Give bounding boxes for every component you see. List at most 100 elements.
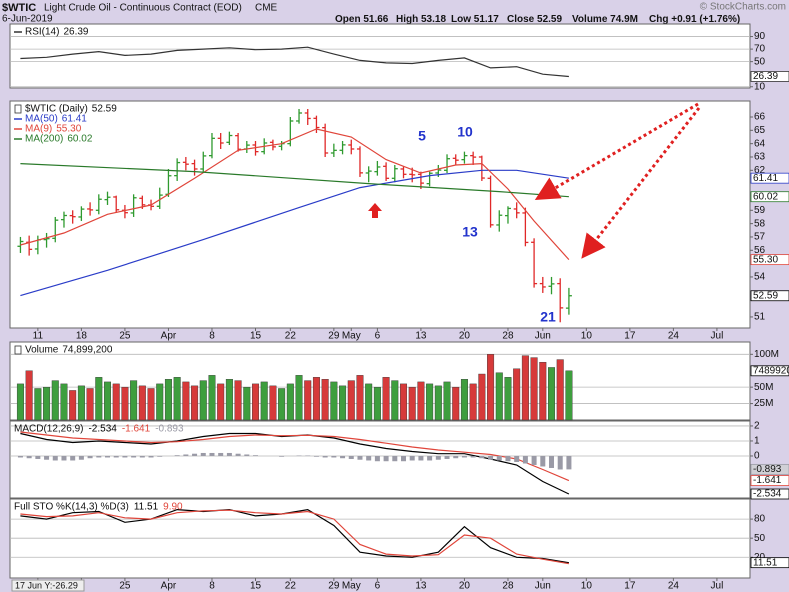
volume-bar bbox=[434, 385, 442, 421]
volume-bar bbox=[443, 381, 451, 421]
volume-bar bbox=[347, 380, 355, 421]
price-bar bbox=[226, 131, 233, 145]
y-tick-label: 64 bbox=[754, 138, 766, 149]
y-tick-label: 54 bbox=[754, 272, 766, 283]
volume-bar bbox=[556, 359, 564, 421]
annotation: 10 bbox=[457, 124, 473, 140]
price-bar bbox=[156, 187, 163, 209]
y-tick-label: 56 bbox=[754, 245, 766, 256]
legend-label: Full STO %K(14,3) %D(3) bbox=[14, 502, 129, 513]
price-bar bbox=[539, 276, 546, 293]
price-bar bbox=[522, 207, 529, 247]
legend-value: -2.534 bbox=[88, 424, 117, 435]
price-bar bbox=[504, 206, 511, 224]
x-tick-label: 28 bbox=[502, 581, 514, 592]
volume-bar bbox=[521, 355, 529, 421]
volume-bar bbox=[417, 381, 425, 421]
volume-bar bbox=[478, 373, 486, 421]
x-tick-label: 8 bbox=[209, 581, 215, 592]
series-line bbox=[20, 163, 569, 198]
volume-bar bbox=[43, 386, 51, 421]
histogram-bar bbox=[35, 455, 41, 459]
x-tick-label: 22 bbox=[285, 581, 297, 592]
legend-value: 55.30 bbox=[56, 124, 81, 135]
annotation: 13 bbox=[462, 224, 478, 240]
histogram-bar bbox=[549, 455, 555, 468]
legend-name: MA(50) bbox=[25, 114, 58, 125]
x-tick-label: Jun bbox=[535, 331, 551, 342]
legend-value: 74,899,200 bbox=[62, 345, 112, 356]
price-bar bbox=[174, 158, 181, 181]
volume-bar bbox=[460, 379, 468, 421]
y-tick-label: 2 bbox=[754, 421, 760, 432]
price-bar bbox=[130, 194, 137, 217]
histogram-bar bbox=[174, 455, 180, 456]
legend-value: 26.39 bbox=[63, 27, 88, 38]
quote-item: Low 51.17 bbox=[451, 14, 499, 25]
price-bar bbox=[296, 108, 303, 124]
price-bar bbox=[531, 238, 538, 288]
histogram-bar bbox=[374, 455, 380, 462]
volume-bar bbox=[321, 379, 329, 421]
volume-bar bbox=[173, 377, 181, 421]
y-tick-label: 51 bbox=[754, 312, 766, 323]
y-tick-label: 50M bbox=[754, 382, 773, 393]
quote-label: High bbox=[396, 14, 418, 25]
histogram-bar bbox=[26, 455, 32, 459]
value-tag bbox=[750, 290, 789, 302]
panel-area bbox=[9, 420, 751, 499]
price-bar bbox=[191, 159, 198, 176]
histogram-bar bbox=[279, 455, 285, 457]
volume-bar bbox=[86, 388, 94, 421]
volume-bar bbox=[69, 390, 77, 421]
credit: © StockCharts.com bbox=[700, 2, 786, 13]
price-bar bbox=[69, 210, 76, 224]
price-bar bbox=[417, 171, 424, 189]
price-bar bbox=[304, 108, 311, 125]
series-line bbox=[20, 128, 570, 261]
histogram-bar bbox=[470, 455, 476, 458]
histogram-bar bbox=[557, 455, 563, 470]
annotation: 5 bbox=[418, 128, 426, 144]
value-tag bbox=[750, 463, 789, 475]
exchange: CME bbox=[255, 3, 278, 14]
volume-bar bbox=[104, 381, 112, 421]
price-bar bbox=[339, 140, 346, 155]
histogram-bar bbox=[383, 455, 389, 462]
legend-name: Volume bbox=[25, 345, 59, 356]
value-tag-label: 11.51 bbox=[753, 557, 778, 568]
price-bar bbox=[557, 278, 564, 323]
x-tick-label: 29 bbox=[328, 581, 340, 592]
price-bar bbox=[513, 202, 520, 219]
histogram-bar bbox=[70, 455, 76, 461]
price-bar bbox=[565, 287, 572, 315]
series-line bbox=[20, 46, 569, 78]
y-tick-label: 65 bbox=[754, 125, 766, 136]
x-tick-label: May bbox=[342, 331, 361, 342]
value-tag bbox=[750, 191, 789, 203]
histogram-bar bbox=[78, 455, 84, 460]
volume-bar bbox=[487, 354, 495, 421]
volume-bar bbox=[243, 386, 251, 421]
series-line bbox=[20, 431, 570, 482]
x-tick-label: 18 bbox=[76, 331, 88, 342]
quote-label: Low bbox=[451, 14, 471, 25]
volume-bar bbox=[295, 375, 303, 421]
x-tick-label: 11 bbox=[33, 331, 44, 342]
histogram-bar bbox=[514, 455, 520, 462]
volume-bar bbox=[565, 370, 573, 421]
histogram-bar bbox=[444, 455, 450, 459]
x-tick-label: Jun bbox=[535, 581, 551, 592]
price-bar bbox=[374, 160, 381, 176]
quote-label: Close bbox=[507, 14, 535, 25]
x-tick-label: 24 bbox=[668, 581, 680, 592]
price-bar bbox=[461, 151, 468, 164]
histogram-bar bbox=[340, 455, 346, 459]
arrow bbox=[581, 107, 701, 259]
volume-bar bbox=[51, 380, 59, 421]
value-tag bbox=[750, 71, 789, 82]
value-tag bbox=[750, 365, 789, 377]
value-tag-label: 61.41 bbox=[753, 173, 778, 184]
